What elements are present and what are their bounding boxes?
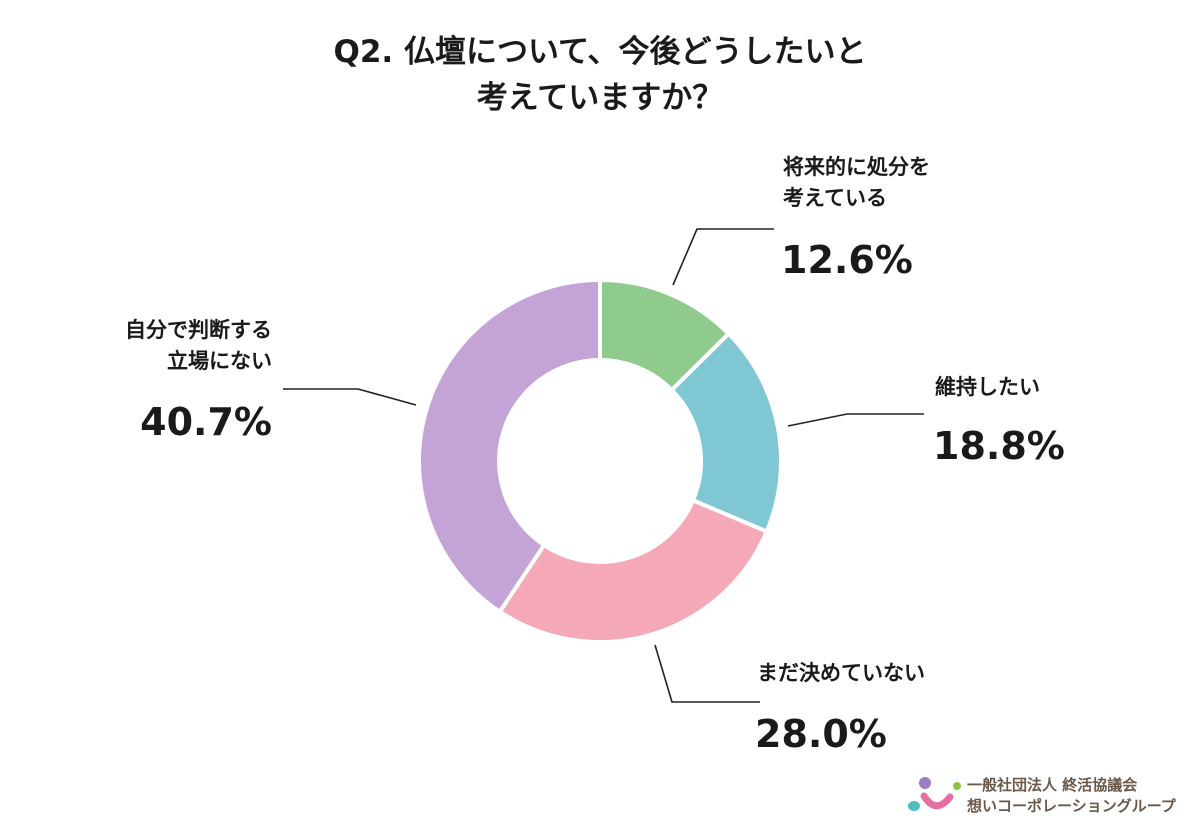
value-slice-2: 18.8%	[933, 424, 1065, 468]
leader-line-4	[283, 388, 417, 406]
label-line: まだ決めていない	[757, 661, 925, 685]
label-slice-2: 維持したい	[935, 372, 1040, 403]
value-slice-1: 12.6%	[781, 238, 913, 282]
label-line: 自分で判断する	[125, 318, 272, 342]
leader-line-1	[672, 228, 774, 286]
chart-title-line-1: Q2. 仏壇について、今後どうしたいと	[333, 34, 867, 70]
label-line: 考えている	[783, 186, 887, 210]
value-slice-3: 28.0%	[755, 712, 887, 756]
donut-slice-2	[668, 330, 783, 535]
leader-line-2	[787, 413, 924, 427]
logo-text-line-2: 想いコーポレーショングループ	[967, 797, 1176, 815]
label-line: 将来的に処分を	[783, 155, 930, 179]
label-slice-1: 将来的に処分を 考えている	[783, 152, 930, 214]
leader-line-3	[654, 644, 760, 703]
value-slice-4: 40.7%	[140, 400, 272, 444]
logo-text-line-1: 一般社団法人 終活協議会	[967, 776, 1138, 794]
donut-slice-4	[417, 277, 602, 615]
logo-mark	[908, 777, 961, 811]
label-slice-4: 自分で判断する 立場にない	[125, 315, 272, 377]
label-line: 立場にない	[167, 349, 272, 373]
label-slice-3: まだ決めていない	[757, 658, 925, 689]
chart-title-line-2: 考えていますか？	[476, 80, 724, 116]
label-line: 維持したい	[935, 375, 1040, 399]
donut-slice-3	[496, 497, 770, 644]
